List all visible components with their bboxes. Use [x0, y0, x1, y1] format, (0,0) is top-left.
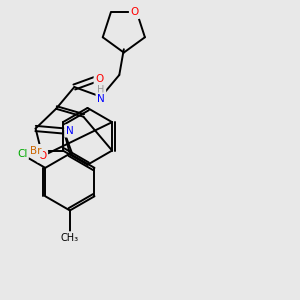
Text: O: O — [38, 151, 46, 161]
Text: H: H — [97, 85, 105, 95]
Text: O: O — [95, 74, 103, 84]
Text: Cl: Cl — [17, 148, 27, 158]
Text: N: N — [97, 94, 105, 104]
Text: O: O — [130, 8, 139, 17]
Text: Br: Br — [30, 146, 41, 156]
Text: N: N — [66, 126, 74, 136]
Text: CH₃: CH₃ — [61, 233, 79, 243]
